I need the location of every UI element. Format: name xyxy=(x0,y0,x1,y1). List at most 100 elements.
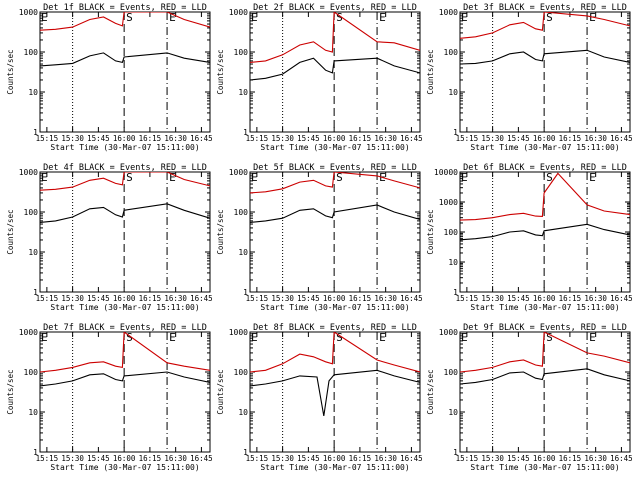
x-tick-label: 16:15 xyxy=(559,134,582,143)
y-tick-label: 10 xyxy=(448,258,458,267)
y-axis-label: Counts/sec xyxy=(426,49,435,94)
x-axis-label: Start Time (30-Mar-07 15:11:00) xyxy=(470,143,619,152)
plot-frame xyxy=(459,331,631,453)
y-axis-label: Counts/sec xyxy=(6,209,15,254)
marker-label: S xyxy=(336,331,343,344)
marker-label: S xyxy=(126,331,133,344)
x-tick-label: 16:30 xyxy=(374,294,397,303)
series-line-events xyxy=(40,371,210,387)
x-tick-label: 16:00 xyxy=(533,134,556,143)
x-axis-label: Start Time (30-Mar-07 15:11:00) xyxy=(260,303,409,312)
chart-panel-1: Det 1f BLACK = Events, RED = LLD 1 10 100 10… xyxy=(6,3,213,152)
marker-label: E xyxy=(251,11,258,24)
y-tick-label: 100 xyxy=(24,368,39,377)
chart-panel-7: Det 7f BLACK = Events, RED = LLD 1 10 100 10… xyxy=(6,323,213,472)
x-tick-label: 16:45 xyxy=(610,294,633,303)
chart-panel-9: Det 9f BLACK = Events, RED = LLD 1 10 100 10… xyxy=(426,323,633,472)
y-tick-label: 10 xyxy=(28,88,38,97)
plot-frame xyxy=(39,331,211,453)
x-tick-label: 16:30 xyxy=(374,454,397,463)
y-tick-label: 100 xyxy=(24,208,39,217)
y-tick-label: 1000 xyxy=(229,168,248,177)
chart-panel-2: Det 2f BLACK = Events, RED = LLD 1 10 100 10… xyxy=(216,3,423,152)
y-tick-label: 10 xyxy=(238,248,248,257)
x-tick-label: 15:45 xyxy=(507,294,530,303)
x-tick-label: 16:45 xyxy=(610,134,633,143)
x-axis-label: Start Time (30-Mar-07 15:11:00) xyxy=(50,463,199,472)
series-line-lld xyxy=(460,12,630,39)
x-axis-label: Start Time (30-Mar-07 15:11:00) xyxy=(50,303,199,312)
marker-label: S xyxy=(546,171,553,184)
y-tick-label: 10000 xyxy=(434,168,458,177)
marker-label: E xyxy=(461,331,468,344)
marker-label: E xyxy=(169,171,176,184)
series-line-events xyxy=(40,52,210,67)
series-line-lld xyxy=(250,172,420,194)
y-axis-label: Counts/sec xyxy=(426,209,435,254)
series-line-lld xyxy=(40,332,210,373)
x-tick-label: 15:45 xyxy=(87,134,110,143)
series-line-events xyxy=(250,57,420,81)
plot-frame xyxy=(39,11,211,133)
y-tick-label: 1000 xyxy=(19,8,38,17)
marker-label: S xyxy=(546,11,553,24)
x-tick-label: 16:00 xyxy=(323,294,346,303)
plot-frame xyxy=(459,11,631,133)
x-tick-label: 16:00 xyxy=(113,454,136,463)
series-line-lld xyxy=(460,332,630,373)
x-tick-label: 15:30 xyxy=(61,454,84,463)
series-line-lld xyxy=(250,332,420,373)
chart-title: Det 5f BLACK = Events, RED = LLD xyxy=(253,163,417,173)
x-tick-label: 16:00 xyxy=(323,134,346,143)
x-tick-label: 16:00 xyxy=(533,294,556,303)
y-axis-label: Counts/sec xyxy=(216,49,225,94)
marker-label: S xyxy=(126,171,133,184)
y-tick-label: 10 xyxy=(238,408,248,417)
marker-label: E xyxy=(41,331,48,344)
series-line-lld xyxy=(40,12,210,31)
y-tick-label: 100 xyxy=(444,48,459,57)
chart-title: Det 2f BLACK = Events, RED = LLD xyxy=(253,3,417,13)
x-tick-label: 15:45 xyxy=(297,454,320,463)
chart-title: Det 9f BLACK = Events, RED = LLD xyxy=(463,323,627,333)
x-tick-label: 15:45 xyxy=(507,134,530,143)
y-tick-label: 1 xyxy=(243,128,248,137)
series-line-events xyxy=(250,369,420,416)
y-tick-label: 100 xyxy=(444,368,459,377)
series-line-lld xyxy=(40,172,210,191)
x-tick-label: 16:45 xyxy=(400,454,423,463)
y-tick-label: 10 xyxy=(238,88,248,97)
marker-label: E xyxy=(169,11,176,24)
x-tick-label: 15:45 xyxy=(297,294,320,303)
chart-title: Det 4f BLACK = Events, RED = LLD xyxy=(43,163,207,173)
x-tick-label: 15:30 xyxy=(271,454,294,463)
y-tick-label: 100 xyxy=(234,48,249,57)
x-tick-label: 16:00 xyxy=(113,294,136,303)
x-tick-label: 16:15 xyxy=(559,454,582,463)
x-tick-label: 15:45 xyxy=(87,454,110,463)
y-tick-label: 100 xyxy=(24,48,39,57)
marker-label: E xyxy=(41,11,48,24)
y-tick-label: 10 xyxy=(448,88,458,97)
y-tick-label: 1000 xyxy=(19,328,38,337)
x-tick-label: 15:30 xyxy=(481,454,504,463)
marker-label: E xyxy=(379,331,386,344)
y-axis-label: Counts/sec xyxy=(216,209,225,254)
series-line-lld xyxy=(460,172,630,221)
y-tick-label: 1 xyxy=(453,128,458,137)
x-tick-label: 16:45 xyxy=(400,134,423,143)
x-tick-label: 16:00 xyxy=(533,454,556,463)
x-tick-label: 16:30 xyxy=(164,294,187,303)
x-tick-label: 15:15 xyxy=(36,454,59,463)
x-tick-label: 15:30 xyxy=(61,294,84,303)
chart-panel-8: Det 8f BLACK = Events, RED = LLD 1 10 100 10… xyxy=(216,323,423,472)
y-axis-label: Counts/sec xyxy=(6,49,15,94)
y-tick-label: 100 xyxy=(234,368,249,377)
x-tick-label: 16:15 xyxy=(349,454,372,463)
y-tick-label: 1000 xyxy=(19,168,38,177)
series-line-events xyxy=(460,368,630,385)
chart-title: Det 6f BLACK = Events, RED = LLD xyxy=(463,163,627,173)
x-tick-label: 16:45 xyxy=(190,134,213,143)
marker-label: S xyxy=(546,331,553,344)
